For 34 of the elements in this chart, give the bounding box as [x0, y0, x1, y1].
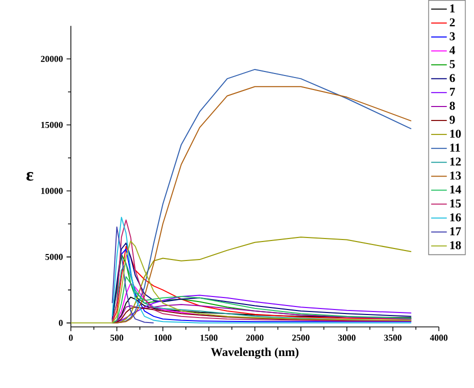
x-axis-title: Wavelength (nm) [210, 348, 298, 359]
legend-label: 5 [450, 60, 455, 68]
legend-label: 9 [450, 116, 455, 124]
y-tick-label: 0 [58, 320, 63, 326]
legend-label: 3 [450, 32, 455, 41]
x-tick-label: 3000 [338, 334, 356, 341]
legend-label: 13 [450, 172, 461, 180]
legend-label: 18 [450, 241, 461, 250]
legend-label: 8 [450, 102, 455, 110]
x-tick-label: 500 [110, 334, 124, 341]
x-tick-label: 3500 [384, 334, 402, 341]
y-tick-label: 5000 [45, 254, 63, 260]
legend-label: 1 [450, 4, 455, 13]
legend-label: 16 [450, 214, 461, 222]
x-tick-label: 1500 [200, 334, 218, 341]
legend-label: 14 [450, 186, 462, 194]
legend-label: 10 [450, 130, 461, 138]
x-tick-label: 4000 [430, 334, 448, 341]
x-tick-label: 2500 [292, 334, 310, 341]
legend-label: 7 [450, 88, 456, 96]
legend-label: 15 [450, 200, 461, 208]
y-tick-label: 15000 [41, 122, 63, 128]
legend-label: 4 [449, 46, 456, 54]
legend-label: 11 [450, 144, 460, 152]
x-tick-label: 2000 [246, 334, 264, 341]
legend-label: 2 [450, 18, 455, 26]
x-tick-label: 1000 [154, 334, 172, 341]
legend-label: 6 [450, 74, 455, 82]
y-tick-label: 10000 [41, 188, 63, 194]
y-tick-label: 20000 [40, 56, 63, 62]
y-axis-title: ε [26, 172, 34, 181]
x-tick-label: 0 [68, 334, 73, 341]
legend-label: 17 [450, 227, 462, 236]
legend-label: 12 [450, 158, 461, 166]
